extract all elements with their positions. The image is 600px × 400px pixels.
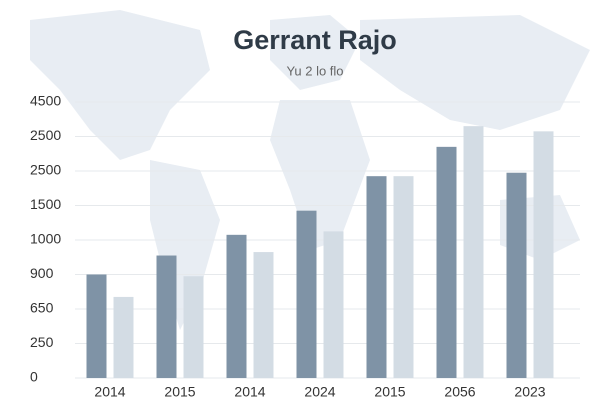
bar [113,296,134,378]
chart-subtitle: Yu 2 lo flo [286,63,343,78]
y-tick-label: 1000 [30,231,61,247]
y-tick-label: 4500 [30,93,61,109]
bar [183,276,204,378]
bar [323,231,344,378]
bar [296,210,317,378]
bar [463,126,484,379]
y-tick-label: 650 [30,300,54,316]
x-tick-label: 2015 [164,384,195,400]
bar [156,255,177,378]
x-tick-label: 2024 [304,384,335,400]
x-tick-label: 2056 [444,384,475,400]
bar [253,252,274,378]
chart-title: Gerrant Rajo [233,25,397,55]
bar [436,146,457,378]
y-tick-label: 250 [30,334,54,350]
x-tick-label: 2023 [514,384,545,400]
bar [86,274,107,378]
bar [533,131,554,378]
bar [226,234,247,378]
x-tick-label: 2014 [234,384,265,400]
bar [366,176,387,378]
x-tick-label: 2015 [374,384,405,400]
y-tick-label: 900 [30,265,54,281]
x-tick-label: 2014 [94,384,125,400]
y-tick-label: 0 [30,369,38,385]
bar [506,172,527,378]
y-tick-label: 2500 [30,127,61,143]
y-tick-label: 2500 [30,162,61,178]
bar [393,176,414,378]
y-tick-label: 1500 [30,196,61,212]
